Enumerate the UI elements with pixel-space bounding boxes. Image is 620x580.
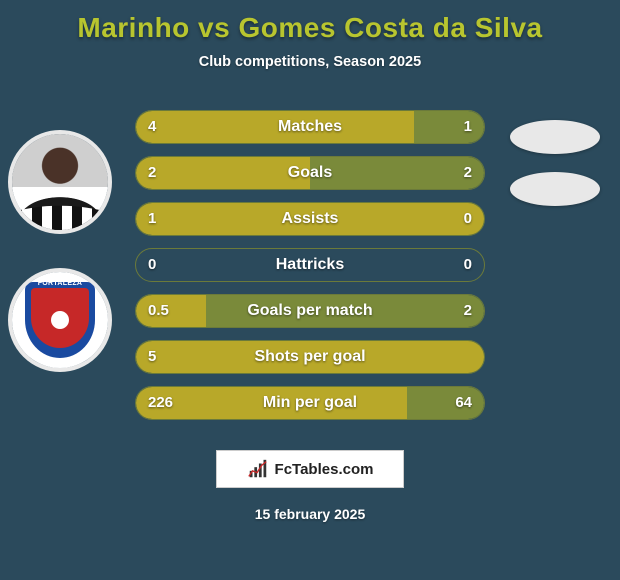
- subtitle: Club competitions, Season 2025: [0, 54, 620, 70]
- source-logo-text: FcTables.com: [275, 461, 374, 478]
- stat-row: 0.52Goals per match: [0, 294, 620, 340]
- stat-label: Goals: [135, 156, 485, 190]
- chart-icon: [247, 458, 269, 480]
- stat-label: Min per goal: [135, 386, 485, 420]
- stat-row: 41Matches: [0, 110, 620, 156]
- stat-row: 10Assists: [0, 202, 620, 248]
- stat-label: Assists: [135, 202, 485, 236]
- stat-row: 22664Min per goal: [0, 386, 620, 432]
- source-logo: FcTables.com: [216, 450, 404, 488]
- stat-label: Matches: [135, 110, 485, 144]
- stat-row: 22Goals: [0, 156, 620, 202]
- club-crest-text: FORTALEZA: [25, 280, 95, 287]
- stat-row: 00Hattricks: [0, 248, 620, 294]
- stats-chart: 41Matches22Goals10Assists00Hattricks0.52…: [0, 110, 620, 432]
- footer-date: 15 february 2025: [0, 506, 620, 522]
- page-title: Marinho vs Gomes Costa da Silva: [0, 0, 620, 44]
- stat-row: 5Shots per goal: [0, 340, 620, 386]
- stat-label: Shots per goal: [135, 340, 485, 374]
- stat-label: Goals per match: [135, 294, 485, 328]
- stat-label: Hattricks: [135, 248, 485, 282]
